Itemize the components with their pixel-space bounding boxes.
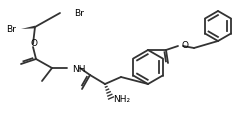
Text: O: O	[31, 39, 37, 47]
Text: NH₂: NH₂	[113, 96, 130, 104]
Text: NH: NH	[72, 64, 86, 74]
Text: Br: Br	[6, 25, 16, 34]
Text: O: O	[181, 42, 188, 50]
Polygon shape	[21, 26, 35, 29]
Text: Br: Br	[74, 8, 84, 17]
